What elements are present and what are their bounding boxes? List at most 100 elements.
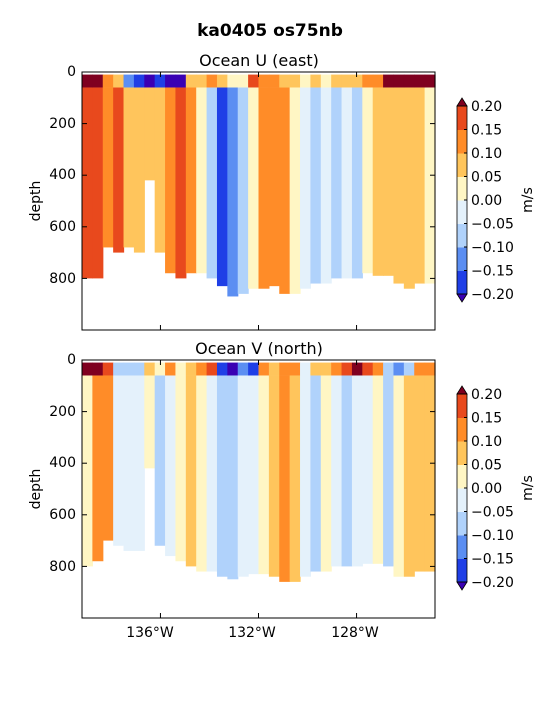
surface-cell <box>216 362 228 376</box>
profile-cell <box>289 87 301 294</box>
surface-cell <box>372 74 384 88</box>
surface-cell <box>248 74 260 88</box>
surface-cell <box>237 74 249 88</box>
profile-cell <box>289 375 301 582</box>
profile-cell <box>351 87 363 279</box>
colorbar-tick-label: −0.20 <box>471 575 514 591</box>
surface-cell <box>144 74 156 88</box>
colorbar-tick-label: 0.20 <box>471 387 502 403</box>
surface-cell <box>414 362 426 376</box>
surface-cell <box>393 74 405 88</box>
colorbar-swatch <box>457 535 467 559</box>
colorbar-swatch <box>457 200 467 224</box>
surface-cell <box>175 74 187 88</box>
profile-cell <box>92 87 104 279</box>
profile-cell <box>144 87 156 181</box>
x-tick-label: 128°W <box>331 625 379 641</box>
profile-cell <box>154 375 166 546</box>
profile-cell <box>165 375 177 557</box>
profile-cell <box>341 87 353 279</box>
profile-cell <box>268 87 280 287</box>
surface-cell <box>102 362 114 376</box>
colorbar-swatch <box>457 153 467 177</box>
panel-title-u: Ocean U (east) <box>199 51 319 70</box>
surface-cell <box>320 362 332 376</box>
profile-cell <box>123 87 135 248</box>
surface-cell <box>82 74 93 88</box>
surface-cell <box>300 362 312 376</box>
y-tick-label: 200 <box>49 116 76 132</box>
profile-cell <box>258 87 270 289</box>
profile-cell <box>133 375 145 551</box>
profile-cell <box>383 375 395 567</box>
colorbar-label-u: m/s <box>520 187 536 213</box>
colorbar-swatch <box>457 223 467 248</box>
profile-cell <box>144 375 156 469</box>
colorbar-tick-label: −0.15 <box>471 552 514 568</box>
profile-cell <box>403 87 415 289</box>
colorbar-tick-label: 0.15 <box>471 411 502 427</box>
profile-cell <box>92 375 104 562</box>
colorbar-tick-label: −0.10 <box>471 528 514 544</box>
colorbar-swatch <box>457 129 467 154</box>
surface-cell <box>310 362 322 376</box>
colorbar-tick-label: 0.05 <box>471 170 502 186</box>
colorbar-swatch <box>457 394 467 418</box>
colorbar-swatch <box>457 511 467 536</box>
profile-cell <box>372 375 384 564</box>
surface-cell <box>165 362 177 376</box>
surface-cell <box>424 74 436 88</box>
surface-cell <box>351 362 363 376</box>
profile-cell <box>237 375 249 577</box>
profile-cell <box>372 87 384 276</box>
colorbar-swatch <box>457 247 467 271</box>
heatmap-u <box>82 74 436 297</box>
x-tick-label: 136°W <box>126 625 174 641</box>
surface-cell <box>331 74 343 88</box>
profile-cell <box>331 375 343 567</box>
colorbar-tick-label: −0.05 <box>471 505 514 521</box>
profile-cell <box>393 87 405 284</box>
profile-cell <box>331 87 343 279</box>
y-tick-label: 0 <box>67 352 76 368</box>
colorbar-swatch <box>457 417 467 442</box>
surface-cell <box>133 362 145 376</box>
tick-marks-u <box>82 71 435 330</box>
y-tick-label: 200 <box>49 404 76 420</box>
surface-cell <box>310 74 322 88</box>
y-tick-label: 800 <box>49 559 76 575</box>
profile-cell <box>414 375 426 572</box>
profile-cell <box>82 375 93 567</box>
profile-cell <box>248 87 260 289</box>
surface-cell <box>123 74 135 88</box>
profile-cell <box>185 375 197 567</box>
surface-cell <box>320 74 332 88</box>
surface-cell <box>403 74 415 88</box>
profile-cell <box>206 375 218 572</box>
profile-cell <box>279 87 291 294</box>
surface-cell <box>165 74 177 88</box>
profile-cell <box>424 375 436 572</box>
profile-cell <box>320 87 332 284</box>
surface-cell <box>123 362 135 376</box>
profile-cell <box>310 87 322 284</box>
profile-cell <box>175 375 187 562</box>
profile-cell <box>268 375 280 577</box>
profile-cell <box>279 375 291 582</box>
profile-cell <box>113 87 125 253</box>
surface-cell <box>102 74 114 88</box>
figure-title: ka0405 os75nb <box>197 21 343 41</box>
colorbar-tick-label: 0.05 <box>471 458 502 474</box>
surface-cell <box>414 74 426 88</box>
colorbar-u: 0.20 0.15 0.10 0.05 0.00 −0.05 −0.10 −0.15 −0.20 <box>456 97 514 303</box>
y-tick-label: 400 <box>49 167 76 183</box>
surface-cell <box>113 362 125 376</box>
surface-cell <box>154 74 166 88</box>
colorbar-tick-label: 0.10 <box>471 434 502 450</box>
profile-cell <box>300 87 312 289</box>
surface-cell <box>341 362 353 376</box>
surface-cell <box>424 362 436 376</box>
surface-cell <box>196 74 208 88</box>
profile-cell <box>102 375 114 541</box>
